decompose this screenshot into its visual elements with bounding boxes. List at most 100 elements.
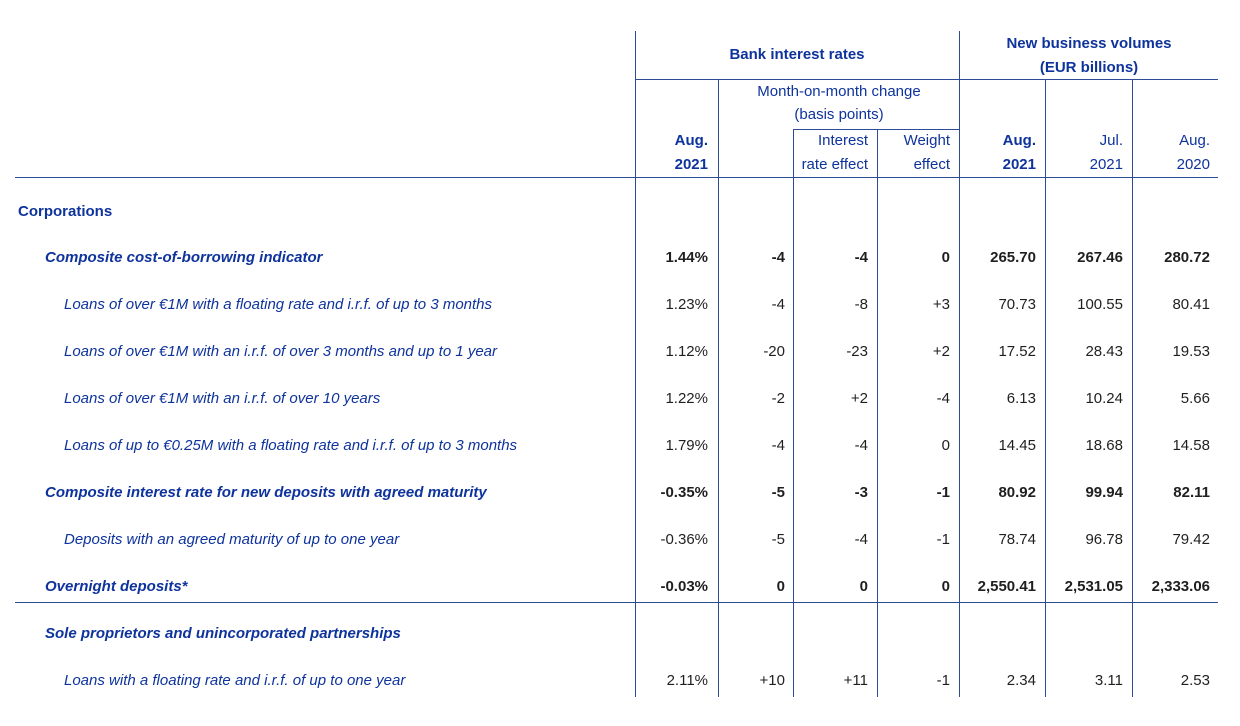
divider xyxy=(793,129,794,697)
cell-weight-effect: -1 xyxy=(936,672,950,689)
cell-weight-effect: 0 xyxy=(941,249,950,266)
cell-mom-change: 0 xyxy=(776,578,785,595)
cell-volume-jul2021: 100.55 xyxy=(1077,296,1123,313)
cell-mom-change: -4 xyxy=(771,249,785,266)
column-header-volume-jul-2021: Jul. 2021 xyxy=(1045,129,1123,177)
cell-interest-rate-effect: -4 xyxy=(854,437,868,454)
table-row-loans-over-1m-floating-3m: Loans of over €1M with a floating rate a… xyxy=(0,293,1240,317)
cell-rate-aug2021: 1.79% xyxy=(665,437,708,454)
cell-rate-aug2021: -0.35% xyxy=(660,484,708,501)
cell-volume-jul2021: 96.78 xyxy=(1085,531,1123,548)
divider xyxy=(1132,79,1133,697)
cell-rate-aug2021: 1.12% xyxy=(665,343,708,360)
column-header-rate-aug-2021: Aug. 2021 xyxy=(635,129,708,177)
divider xyxy=(793,129,959,130)
cell-rate-aug2021: 1.23% xyxy=(665,296,708,313)
cell-weight-effect: 0 xyxy=(941,578,950,595)
column-header-line: Jul. xyxy=(1099,132,1123,149)
cell-volume-aug2021: 265.70 xyxy=(990,249,1036,266)
cell-interest-rate-effect: -23 xyxy=(846,343,868,360)
group-header-volumes-line2: (EUR billions) xyxy=(1039,59,1139,76)
divider xyxy=(718,79,719,697)
group-header-new-business-volumes: New business volumes (EUR billions) xyxy=(960,32,1218,80)
divider xyxy=(877,129,878,697)
column-header-line: Aug. xyxy=(1179,132,1210,149)
column-header-interest-rate-effect: Interest rate effect xyxy=(793,129,868,177)
table-row-composite-cost-of-borrowing: Composite cost-of-borrowing indicator 1.… xyxy=(0,246,1240,270)
cell-interest-rate-effect: +11 xyxy=(843,672,868,689)
cell-interest-rate-effect: -4 xyxy=(854,249,868,266)
group-header-volumes-line1: New business volumes xyxy=(1006,35,1172,52)
table-row-composite-deposit-rate: Composite interest rate for new deposits… xyxy=(0,481,1240,505)
cell-interest-rate-effect: 0 xyxy=(859,578,868,595)
cell-rate-aug2021: -0.03% xyxy=(660,578,708,595)
column-header-weight-effect: Weight effect xyxy=(877,129,950,177)
table-row-loans-over-1m-irf-3m-1y: Loans of over €1M with an i.r.f. of over… xyxy=(0,340,1240,364)
divider xyxy=(635,31,636,697)
row-label: Corporations xyxy=(18,203,113,220)
cell-mom-change: +10 xyxy=(759,672,785,689)
row-label: Loans with a floating rate and i.r.f. of… xyxy=(64,672,406,689)
cell-volume-aug2020: 14.58 xyxy=(1172,437,1210,454)
table-row-loans-floating-rate-1y: Loans with a floating rate and i.r.f. of… xyxy=(0,669,1240,693)
cell-mom-change: -5 xyxy=(771,484,785,501)
cell-volume-aug2020: 19.53 xyxy=(1172,343,1210,360)
row-label: Composite interest rate for new deposits… xyxy=(45,484,487,501)
cell-volume-aug2020: 280.72 xyxy=(1164,249,1210,266)
column-header-line: Interest xyxy=(817,132,868,149)
cell-rate-aug2021: -0.36% xyxy=(660,531,708,548)
table-row-loans-up-to-025m-floating-3m: Loans of up to €0.25M with a floating ra… xyxy=(0,434,1240,458)
table-row-deposits-agreed-maturity-1y: Deposits with an agreed maturity of up t… xyxy=(0,528,1240,552)
column-header-volume-aug-2021: Aug. 2021 xyxy=(959,129,1036,177)
table-row-loans-over-1m-irf-10y: Loans of over €1M with an i.r.f. of over… xyxy=(0,387,1240,411)
cell-mom-change: -2 xyxy=(771,390,785,407)
cell-volume-aug2020: 82.11 xyxy=(1173,484,1210,501)
divider xyxy=(959,31,960,697)
cell-mom-change: -20 xyxy=(763,343,785,360)
cell-volume-aug2020: 5.66 xyxy=(1180,390,1210,407)
cell-volume-aug2021: 2.34 xyxy=(1006,672,1036,689)
cell-mom-change: -4 xyxy=(771,296,785,313)
cell-interest-rate-effect: +2 xyxy=(850,390,868,407)
cell-volume-aug2021: 80.92 xyxy=(998,484,1036,501)
cell-volume-jul2021: 3.11 xyxy=(1094,672,1123,689)
divider xyxy=(635,79,1218,80)
divider xyxy=(15,177,1218,178)
cell-volume-jul2021: 99.94 xyxy=(1085,484,1123,501)
cell-interest-rate-effect: -8 xyxy=(854,296,868,313)
column-header-line: effect xyxy=(913,156,950,173)
table-row-sole-proprietors: Sole proprietors and unincorporated part… xyxy=(0,622,1240,646)
cell-weight-effect: 0 xyxy=(941,437,950,454)
row-label: Overnight deposits* xyxy=(45,578,188,595)
row-label: Loans of over €1M with an i.r.f. of over… xyxy=(64,343,498,360)
row-label: Sole proprietors and unincorporated part… xyxy=(45,625,401,642)
subheader-mom-line1: Month-on-month change xyxy=(757,83,921,100)
cell-volume-jul2021: 18.68 xyxy=(1085,437,1123,454)
row-label: Loans of over €1M with an i.r.f. of over… xyxy=(64,390,381,407)
row-label: Loans of up to €0.25M with a floating ra… xyxy=(64,437,518,454)
cell-volume-aug2021: 70.73 xyxy=(998,296,1036,313)
cell-volume-aug2021: 6.13 xyxy=(1006,390,1036,407)
column-header-line: 2021 xyxy=(1002,156,1036,173)
cell-volume-jul2021: 28.43 xyxy=(1085,343,1123,360)
cell-mom-change: -5 xyxy=(771,531,785,548)
cell-volume-aug2021: 2,550.41 xyxy=(977,578,1036,595)
column-header-line: Aug. xyxy=(674,132,708,149)
cell-volume-aug2021: 78.74 xyxy=(998,531,1036,548)
cell-volume-aug2020: 79.42 xyxy=(1172,531,1210,548)
row-label: Loans of over €1M with a floating rate a… xyxy=(64,296,493,313)
cell-volume-jul2021: 2,531.05 xyxy=(1064,578,1123,595)
cell-rate-aug2021: 1.22% xyxy=(665,390,708,407)
table-row-corporations: Corporations xyxy=(0,200,1240,224)
cell-weight-effect: -1 xyxy=(936,484,950,501)
cell-interest-rate-effect: -3 xyxy=(854,484,868,501)
cell-rate-aug2021: 2.11% xyxy=(666,672,708,689)
column-header-line: Weight xyxy=(903,132,950,149)
group-header-bank-interest-rates: Bank interest rates xyxy=(729,46,865,63)
column-header-line: Aug. xyxy=(1002,132,1036,149)
cell-volume-aug2021: 17.52 xyxy=(998,343,1036,360)
cell-weight-effect: +2 xyxy=(932,343,950,360)
subheader-month-on-month-change: Month-on-month change (basis points) xyxy=(719,80,959,126)
divider xyxy=(15,602,1218,603)
